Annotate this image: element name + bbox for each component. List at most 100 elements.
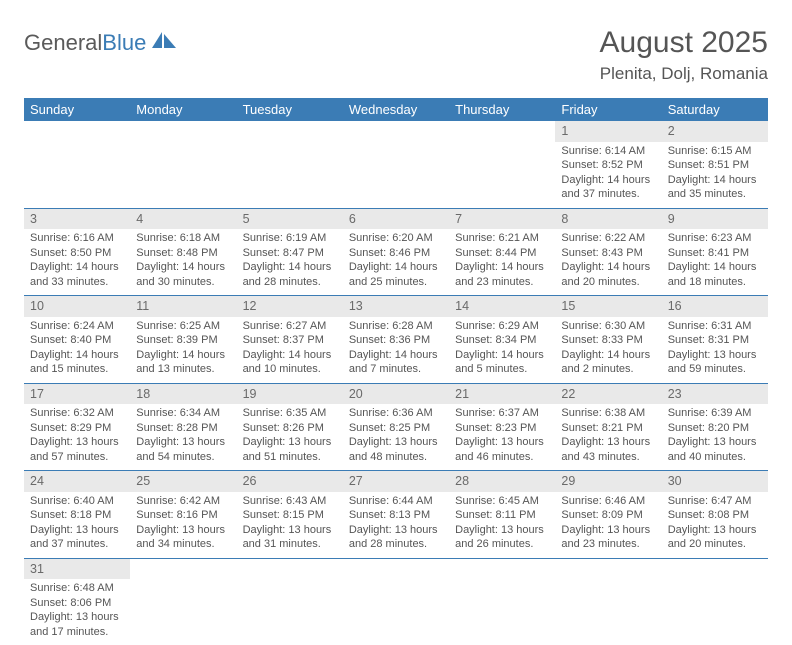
day-details: Sunrise: 6:30 AMSunset: 8:33 PMDaylight:… <box>555 317 661 383</box>
day-details: Sunrise: 6:37 AMSunset: 8:23 PMDaylight:… <box>449 404 555 470</box>
empty-day <box>449 121 555 142</box>
calendar-row: 10Sunrise: 6:24 AMSunset: 8:40 PMDayligh… <box>24 296 768 384</box>
sunset-line: Sunset: 8:48 PM <box>136 246 230 261</box>
header: GeneralBlue August 2025 Plenita, Dolj, R… <box>24 26 768 84</box>
month-title: August 2025 <box>600 26 768 60</box>
daylight-line: Daylight: 13 hours and 57 minutes. <box>30 435 124 464</box>
calendar-row: 24Sunrise: 6:40 AMSunset: 8:18 PMDayligh… <box>24 471 768 559</box>
sunset-line: Sunset: 8:51 PM <box>668 158 762 173</box>
sunrise-line: Sunrise: 6:23 AM <box>668 231 762 246</box>
sunset-line: Sunset: 8:29 PM <box>30 421 124 436</box>
day-number: 11 <box>130 296 236 317</box>
calendar-cell <box>449 558 555 645</box>
empty-day <box>343 559 449 580</box>
day-header-sunday: Sunday <box>24 98 130 121</box>
empty-details <box>449 579 555 637</box>
day-header-row: SundayMondayTuesdayWednesdayThursdayFrid… <box>24 98 768 121</box>
daylight-line: Daylight: 14 hours and 30 minutes. <box>136 260 230 289</box>
sunrise-line: Sunrise: 6:42 AM <box>136 494 230 509</box>
location: Plenita, Dolj, Romania <box>600 64 768 84</box>
calendar-cell: 19Sunrise: 6:35 AMSunset: 8:26 PMDayligh… <box>237 383 343 471</box>
day-details: Sunrise: 6:40 AMSunset: 8:18 PMDaylight:… <box>24 492 130 558</box>
calendar-cell: 31Sunrise: 6:48 AMSunset: 8:06 PMDayligh… <box>24 558 130 645</box>
sunset-line: Sunset: 8:36 PM <box>349 333 443 348</box>
sunrise-line: Sunrise: 6:19 AM <box>243 231 337 246</box>
calendar-row: 1Sunrise: 6:14 AMSunset: 8:52 PMDaylight… <box>24 121 768 208</box>
sail-icon <box>150 30 178 56</box>
sunrise-line: Sunrise: 6:22 AM <box>561 231 655 246</box>
calendar-cell <box>237 121 343 208</box>
sunset-line: Sunset: 8:41 PM <box>668 246 762 261</box>
daylight-line: Daylight: 14 hours and 23 minutes. <box>455 260 549 289</box>
calendar-row: 31Sunrise: 6:48 AMSunset: 8:06 PMDayligh… <box>24 558 768 645</box>
daylight-line: Daylight: 13 hours and 43 minutes. <box>561 435 655 464</box>
calendar-cell: 7Sunrise: 6:21 AMSunset: 8:44 PMDaylight… <box>449 208 555 296</box>
day-details: Sunrise: 6:25 AMSunset: 8:39 PMDaylight:… <box>130 317 236 383</box>
calendar-row: 3Sunrise: 6:16 AMSunset: 8:50 PMDaylight… <box>24 208 768 296</box>
sunset-line: Sunset: 8:31 PM <box>668 333 762 348</box>
sunset-line: Sunset: 8:37 PM <box>243 333 337 348</box>
day-details: Sunrise: 6:19 AMSunset: 8:47 PMDaylight:… <box>237 229 343 295</box>
calendar-cell: 11Sunrise: 6:25 AMSunset: 8:39 PMDayligh… <box>130 296 236 384</box>
sunrise-line: Sunrise: 6:25 AM <box>136 319 230 334</box>
sunset-line: Sunset: 8:11 PM <box>455 508 549 523</box>
calendar-cell: 12Sunrise: 6:27 AMSunset: 8:37 PMDayligh… <box>237 296 343 384</box>
daylight-line: Daylight: 13 hours and 48 minutes. <box>349 435 443 464</box>
empty-day <box>24 121 130 142</box>
daylight-line: Daylight: 14 hours and 35 minutes. <box>668 173 762 202</box>
day-number: 2 <box>662 121 768 142</box>
calendar-cell <box>130 121 236 208</box>
calendar-table: SundayMondayTuesdayWednesdayThursdayFrid… <box>24 98 768 645</box>
calendar-cell <box>555 558 661 645</box>
empty-day <box>662 559 768 580</box>
empty-details <box>449 142 555 200</box>
calendar-cell: 20Sunrise: 6:36 AMSunset: 8:25 PMDayligh… <box>343 383 449 471</box>
day-details: Sunrise: 6:21 AMSunset: 8:44 PMDaylight:… <box>449 229 555 295</box>
sunrise-line: Sunrise: 6:14 AM <box>561 144 655 159</box>
day-details: Sunrise: 6:47 AMSunset: 8:08 PMDaylight:… <box>662 492 768 558</box>
empty-day <box>130 559 236 580</box>
daylight-line: Daylight: 13 hours and 31 minutes. <box>243 523 337 552</box>
day-details: Sunrise: 6:16 AMSunset: 8:50 PMDaylight:… <box>24 229 130 295</box>
daylight-line: Daylight: 14 hours and 33 minutes. <box>30 260 124 289</box>
sunrise-line: Sunrise: 6:16 AM <box>30 231 124 246</box>
empty-day <box>343 121 449 142</box>
daylight-line: Daylight: 14 hours and 18 minutes. <box>668 260 762 289</box>
calendar-cell: 8Sunrise: 6:22 AMSunset: 8:43 PMDaylight… <box>555 208 661 296</box>
sunrise-line: Sunrise: 6:40 AM <box>30 494 124 509</box>
day-details: Sunrise: 6:42 AMSunset: 8:16 PMDaylight:… <box>130 492 236 558</box>
sunrise-line: Sunrise: 6:15 AM <box>668 144 762 159</box>
day-number: 19 <box>237 384 343 405</box>
daylight-line: Daylight: 13 hours and 40 minutes. <box>668 435 762 464</box>
calendar-cell: 16Sunrise: 6:31 AMSunset: 8:31 PMDayligh… <box>662 296 768 384</box>
day-details: Sunrise: 6:27 AMSunset: 8:37 PMDaylight:… <box>237 317 343 383</box>
daylight-line: Daylight: 13 hours and 37 minutes. <box>30 523 124 552</box>
sunrise-line: Sunrise: 6:28 AM <box>349 319 443 334</box>
sunrise-line: Sunrise: 6:48 AM <box>30 581 124 596</box>
day-number: 22 <box>555 384 661 405</box>
day-number: 23 <box>662 384 768 405</box>
sunset-line: Sunset: 8:09 PM <box>561 508 655 523</box>
sunset-line: Sunset: 8:25 PM <box>349 421 443 436</box>
sunrise-line: Sunrise: 6:36 AM <box>349 406 443 421</box>
calendar-cell: 15Sunrise: 6:30 AMSunset: 8:33 PMDayligh… <box>555 296 661 384</box>
day-details: Sunrise: 6:38 AMSunset: 8:21 PMDaylight:… <box>555 404 661 470</box>
daylight-line: Daylight: 14 hours and 7 minutes. <box>349 348 443 377</box>
calendar-cell <box>343 558 449 645</box>
day-details: Sunrise: 6:23 AMSunset: 8:41 PMDaylight:… <box>662 229 768 295</box>
calendar-cell: 10Sunrise: 6:24 AMSunset: 8:40 PMDayligh… <box>24 296 130 384</box>
sunrise-line: Sunrise: 6:24 AM <box>30 319 124 334</box>
sunset-line: Sunset: 8:46 PM <box>349 246 443 261</box>
day-number: 12 <box>237 296 343 317</box>
day-number: 14 <box>449 296 555 317</box>
day-number: 16 <box>662 296 768 317</box>
sunset-line: Sunset: 8:18 PM <box>30 508 124 523</box>
sunset-line: Sunset: 8:26 PM <box>243 421 337 436</box>
day-details: Sunrise: 6:24 AMSunset: 8:40 PMDaylight:… <box>24 317 130 383</box>
day-number: 7 <box>449 209 555 230</box>
day-details: Sunrise: 6:20 AMSunset: 8:46 PMDaylight:… <box>343 229 449 295</box>
daylight-line: Daylight: 14 hours and 13 minutes. <box>136 348 230 377</box>
day-number: 17 <box>24 384 130 405</box>
sunset-line: Sunset: 8:43 PM <box>561 246 655 261</box>
day-number: 24 <box>24 471 130 492</box>
